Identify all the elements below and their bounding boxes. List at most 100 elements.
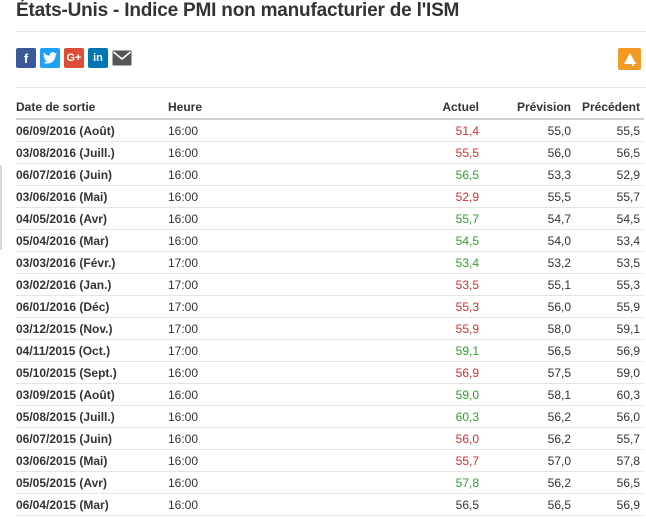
header-actual[interactable]: Actuel xyxy=(308,96,483,120)
divider xyxy=(16,31,646,32)
linkedin-share-button[interactable]: in xyxy=(88,48,108,68)
time-cell: 16:00 xyxy=(168,185,308,208)
release-date-cell: 03/02/2016 (Jan.) xyxy=(16,273,168,296)
left-edge-marker xyxy=(0,165,2,250)
previous-cell: 55,7 xyxy=(575,427,644,450)
googleplus-icon: G+ xyxy=(66,52,82,64)
time-cell: 16:00 xyxy=(168,163,308,186)
divider xyxy=(16,87,646,88)
time-cell: 16:00 xyxy=(168,229,308,252)
forecast-cell: 56,5 xyxy=(483,493,575,516)
facebook-icon: f xyxy=(23,50,29,66)
forecast-cell: 56,0 xyxy=(483,295,575,318)
release-date-cell: 06/07/2016 (Juin) xyxy=(16,163,168,186)
table-row: 03/12/2015 (Nov.) 17:00 55,9 58,0 59,1 xyxy=(16,317,644,340)
forecast-cell: 56,2 xyxy=(483,405,575,428)
email-icon xyxy=(112,50,132,66)
forecast-cell: 58,0 xyxy=(483,317,575,340)
time-cell: 16:00 xyxy=(168,207,308,230)
time-cell: 16:00 xyxy=(168,449,308,472)
table-row: 06/07/2015 (Juin) 16:00 56,0 56,2 55,7 xyxy=(16,427,644,450)
actual-cell: 52,9 xyxy=(308,185,483,208)
previous-cell: 56,5 xyxy=(575,141,644,164)
table-row: 04/05/2016 (Avr) 16:00 55,7 54,7 54,5 xyxy=(16,207,644,230)
previous-cell: 55,7 xyxy=(575,185,644,208)
forecast-cell: 57,5 xyxy=(483,361,575,384)
time-cell: 17:00 xyxy=(168,251,308,274)
twitter-share-button[interactable] xyxy=(40,48,60,68)
header-release-date[interactable]: Date de sortie xyxy=(16,96,168,120)
previous-cell: 56,9 xyxy=(575,339,644,362)
header-forecast[interactable]: Prévision xyxy=(483,96,575,120)
forecast-cell: 53,2 xyxy=(483,251,575,274)
table-row: 03/08/2016 (Juill.) 16:00 55,5 56,0 56,5 xyxy=(16,141,644,164)
actual-cell: 60,3 xyxy=(308,405,483,428)
actual-cell: 59,1 xyxy=(308,339,483,362)
actual-cell: 55,7 xyxy=(308,449,483,472)
forecast-cell: 55,1 xyxy=(483,273,575,296)
previous-cell: 56,9 xyxy=(575,493,644,516)
time-cell: 17:00 xyxy=(168,273,308,296)
forecast-cell: 57,0 xyxy=(483,449,575,472)
forecast-cell: 58,1 xyxy=(483,383,575,406)
actual-cell: 55,5 xyxy=(308,141,483,164)
header-previous[interactable]: Précédent xyxy=(575,96,644,120)
facebook-share-button[interactable]: f xyxy=(16,48,36,68)
time-cell: 16:00 xyxy=(168,405,308,428)
previous-cell: 59,0 xyxy=(575,361,644,384)
email-share-button[interactable] xyxy=(112,48,132,68)
forecast-cell: 56,2 xyxy=(483,427,575,450)
forecast-cell: 55,5 xyxy=(483,185,575,208)
previous-cell: 55,9 xyxy=(575,295,644,318)
actual-cell: 53,4 xyxy=(308,251,483,274)
economic-calendar-table: Date de sortie Heure Actuel Prévision Pr… xyxy=(16,96,644,516)
share-bar: f G+ in xyxy=(16,48,132,68)
table-row: 05/08/2015 (Juill.) 16:00 60,3 56,2 56,0 xyxy=(16,405,644,428)
add-alert-button[interactable] xyxy=(618,48,641,70)
release-date-cell: 06/04/2015 (Mar) xyxy=(16,493,168,516)
release-date-cell: 06/09/2016 (Août) xyxy=(16,119,168,142)
table-row: 06/07/2016 (Juin) 16:00 56,5 53,3 52,9 xyxy=(16,163,644,186)
time-cell: 16:00 xyxy=(168,427,308,450)
forecast-cell: 56,5 xyxy=(483,339,575,362)
actual-cell: 56,0 xyxy=(308,427,483,450)
release-date-cell: 03/09/2015 (Août) xyxy=(16,383,168,406)
previous-cell: 55,3 xyxy=(575,273,644,296)
release-date-cell: 05/05/2015 (Avr) xyxy=(16,471,168,494)
release-date-cell: 06/07/2015 (Juin) xyxy=(16,427,168,450)
actual-cell: 54,5 xyxy=(308,229,483,252)
release-date-cell: 06/01/2016 (Déc) xyxy=(16,295,168,318)
actual-cell: 56,5 xyxy=(308,493,483,516)
googleplus-share-button[interactable]: G+ xyxy=(64,48,84,68)
table-row: 05/04/2016 (Mar) 16:00 54,5 54,0 53,4 xyxy=(16,229,644,252)
table-row: 03/02/2016 (Jan.) 17:00 53,5 55,1 55,3 xyxy=(16,273,644,296)
actual-cell: 56,5 xyxy=(308,163,483,186)
previous-cell: 53,4 xyxy=(575,229,644,252)
time-cell: 16:00 xyxy=(168,119,308,142)
previous-cell: 56,5 xyxy=(575,471,644,494)
forecast-cell: 53,3 xyxy=(483,163,575,186)
table-row: 04/11/2015 (Oct.) 17:00 59,1 56,5 56,9 xyxy=(16,339,644,362)
forecast-cell: 56,0 xyxy=(483,141,575,164)
previous-cell: 57,8 xyxy=(575,449,644,472)
time-cell: 17:00 xyxy=(168,295,308,318)
table-row: 03/03/2016 (Févr.) 17:00 53,4 53,2 53,5 xyxy=(16,251,644,274)
time-cell: 16:00 xyxy=(168,141,308,164)
header-time[interactable]: Heure xyxy=(168,96,308,120)
twitter-icon xyxy=(43,52,57,64)
previous-cell: 59,1 xyxy=(575,317,644,340)
release-date-cell: 05/04/2016 (Mar) xyxy=(16,229,168,252)
table-row: 03/09/2015 (Août) 16:00 59,0 58,1 60,3 xyxy=(16,383,644,406)
release-date-cell: 05/08/2015 (Juill.) xyxy=(16,405,168,428)
release-date-cell: 03/06/2016 (Mai) xyxy=(16,185,168,208)
time-cell: 16:00 xyxy=(168,361,308,384)
table-header-row: Date de sortie Heure Actuel Prévision Pr… xyxy=(16,96,644,120)
forecast-cell: 54,7 xyxy=(483,207,575,230)
alert-plus-icon xyxy=(623,53,636,66)
table-row: 05/05/2015 (Avr) 16:00 57,8 56,2 56,5 xyxy=(16,471,644,494)
table-row: 06/09/2016 (Août) 16:00 51,4 55,0 55,5 xyxy=(16,119,644,142)
previous-cell: 52,9 xyxy=(575,163,644,186)
actual-cell: 59,0 xyxy=(308,383,483,406)
actual-cell: 55,7 xyxy=(308,207,483,230)
table-row: 06/04/2015 (Mar) 16:00 56,5 56,5 56,9 xyxy=(16,493,644,516)
